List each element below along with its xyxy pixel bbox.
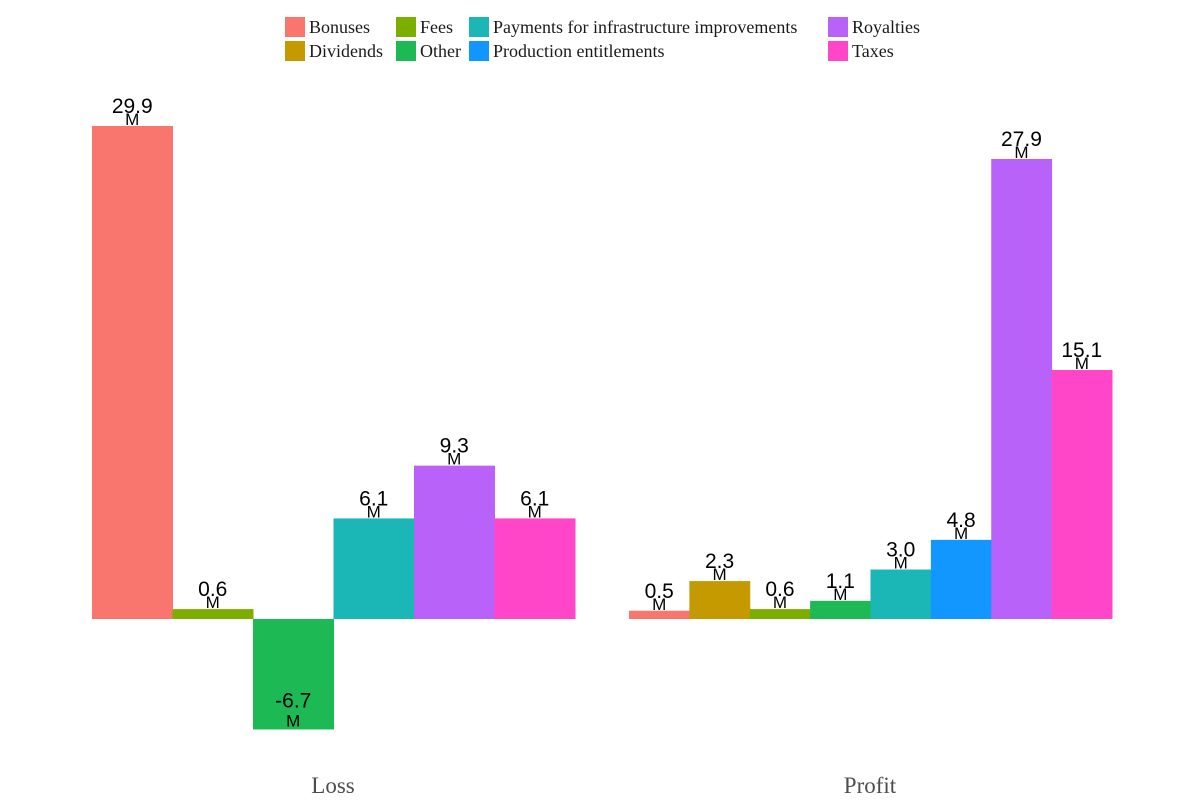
value-label-profit-royalties: 27.9 (1001, 128, 1042, 151)
legend-label-other: Other (420, 41, 461, 61)
legend-label-dividends: Dividends (309, 41, 383, 61)
unit-label-loss-fees: M (206, 593, 220, 612)
bar-loss-fees (172, 609, 254, 619)
bar-profit-royalties (991, 158, 1053, 620)
value-label-loss-fees: 0.6 (198, 578, 227, 601)
legend-key-other (396, 41, 416, 61)
category-axis: Loss Profit (311, 773, 897, 798)
bar-profit-other (810, 600, 872, 619)
legend-key-production-entitlements (469, 41, 489, 61)
value-label-profit-production-entitlements: 4.8 (946, 509, 975, 532)
value-label-profit-fees: 0.6 (765, 578, 794, 601)
legend-label-taxes: Taxes (852, 41, 894, 61)
legend-key-bonuses (285, 17, 305, 37)
bars-group (92, 126, 1113, 730)
value-label-profit-taxes: 15.1 (1061, 339, 1102, 362)
category-label-profit: Profit (844, 773, 897, 798)
value-labels-group: 29.9M0.6M-6.7M6.1M9.3M6.1M0.5M2.3M0.6M1.… (112, 95, 1102, 730)
unit-label-profit-payments-for-infrastructure-improvements: M (894, 554, 908, 573)
bar-loss-other (253, 619, 334, 730)
legend-key-fees (396, 17, 416, 37)
bar-profit-production-entitlements (930, 539, 992, 619)
bar-profit-dividends (689, 581, 751, 619)
bar-profit-payments-for-infrastructure-improvements (870, 569, 932, 619)
bar-loss-royalties (414, 465, 495, 619)
unit-label-profit-bonuses: M (652, 595, 666, 614)
legend-key-dividends (285, 41, 305, 61)
unit-label-loss-taxes: M (528, 502, 542, 521)
value-label-loss-other: -6.7 (275, 689, 311, 712)
legend-key-taxes (828, 41, 848, 61)
bar-loss-payments-for-infrastructure-improvements (333, 518, 415, 619)
bar-loss-taxes (494, 518, 576, 619)
legend-label-bonuses: Bonuses (309, 17, 370, 37)
unit-label-profit-fees: M (773, 593, 787, 612)
value-label-profit-bonuses: 0.5 (645, 580, 674, 603)
unit-label-profit-other: M (833, 585, 847, 604)
value-label-loss-payments-for-infrastructure-improvements: 6.1 (359, 487, 388, 510)
legend-label-production-entitlements: Production entitlements (493, 41, 664, 61)
legend-label-fees: Fees (420, 17, 453, 37)
unit-label-profit-dividends: M (712, 565, 726, 584)
legend-key-payments-for-infrastructure-improvements (469, 17, 489, 37)
value-label-loss-taxes: 6.1 (520, 487, 549, 510)
bar-loss-bonuses (92, 126, 173, 619)
unit-label-profit-production-entitlements: M (954, 524, 968, 543)
value-label-profit-other: 1.1 (826, 570, 855, 593)
chart-legend: Bonuses Dividends Fees Other Payments for in… (285, 17, 920, 61)
value-label-profit-dividends: 2.3 (705, 550, 734, 573)
bar-profit-taxes (1051, 370, 1113, 619)
legend-label-royalties: Royalties (852, 17, 920, 37)
unit-label-loss-bonuses: M (125, 110, 139, 129)
bar-profit-bonuses (629, 610, 690, 619)
unit-label-profit-royalties: M (1014, 143, 1028, 162)
bar-profit-fees (749, 609, 811, 619)
value-label-profit-payments-for-infrastructure-improvements: 3.0 (886, 539, 915, 562)
unit-label-profit-taxes: M (1075, 354, 1089, 373)
unit-label-loss-other: M (286, 711, 300, 730)
unit-label-loss-payments-for-infrastructure-improvements: M (367, 502, 381, 521)
unit-label-loss-royalties: M (447, 450, 461, 469)
value-label-loss-bonuses: 29.9 (112, 95, 153, 118)
legend-key-royalties (828, 17, 848, 37)
category-label-loss: Loss (311, 773, 355, 798)
legend-label-payments-for-infrastructure-improvements: Payments for infrastructure improvements (493, 17, 797, 37)
value-label-loss-royalties: 9.3 (440, 435, 469, 458)
